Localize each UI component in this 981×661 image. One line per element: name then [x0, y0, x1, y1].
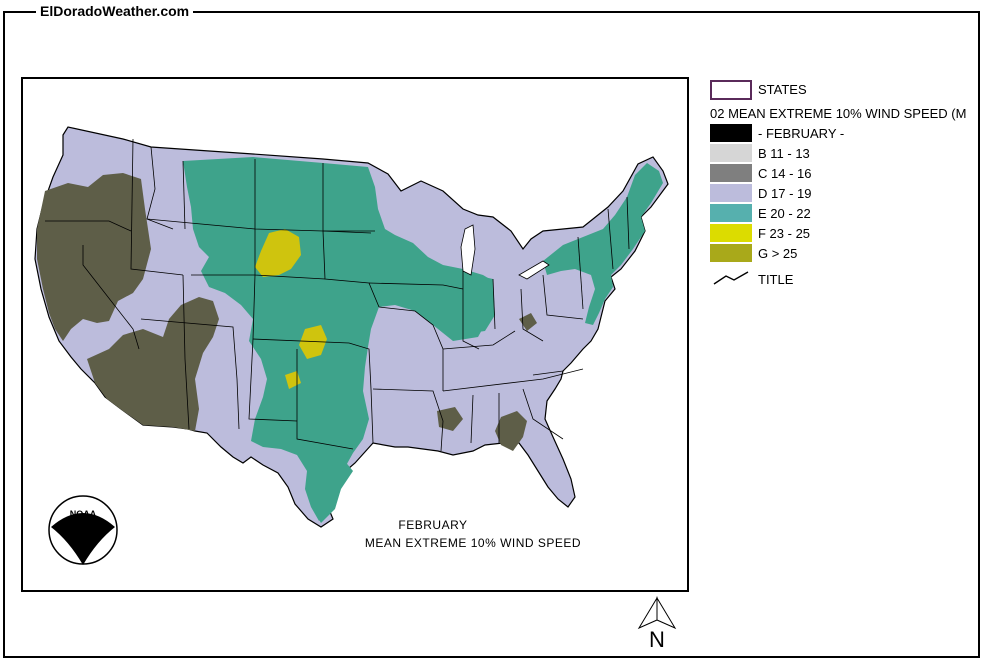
map-caption-title: MEAN EXTREME 10% WIND SPEED [364, 536, 582, 550]
legend-swatch [710, 204, 752, 222]
legend-states-label: STATES [758, 82, 807, 97]
zone-wyoming-high [255, 229, 301, 277]
north-label: N [649, 627, 665, 652]
zone-nv-basin [77, 241, 117, 293]
zone-northern-plains [183, 157, 493, 521]
legend-item-label: G > 25 [758, 246, 798, 261]
map-panel: NOAA FEBRUARY MEAN EXTREME 10% WIND SPEE… [21, 77, 689, 592]
state-boundaries [45, 138, 630, 452]
outer-frame [3, 11, 980, 658]
us-wind-map: NOAA [34, 126, 669, 565]
legend-item-label: D 17 - 19 [758, 186, 812, 201]
zone-northeast [543, 163, 663, 325]
legend-swatch [710, 224, 752, 242]
zone-wv-spot [519, 313, 537, 331]
site-label[interactable]: ElDoradoWeather.com [36, 2, 194, 20]
states-swatch [710, 80, 752, 100]
lake-erie [518, 260, 550, 280]
north-arrow: N [635, 594, 685, 656]
legend-swatch [710, 244, 752, 262]
legend-swatch [710, 124, 752, 142]
zone-southwest [87, 297, 219, 431]
zone-texas-coast [313, 459, 353, 523]
noaa-logo-text: NOAA [70, 509, 97, 519]
legend-title-label: TITLE [758, 272, 794, 287]
legend-item-label: - FEBRUARY - [758, 126, 845, 141]
zone-great-lakes [457, 275, 495, 333]
legend-swatch [710, 184, 752, 202]
north-arrow-icon [637, 596, 677, 630]
title-line-icon [713, 271, 749, 285]
legend: STATES 02 MEAN EXTREME 10% WIND SPEED (M… [708, 78, 981, 293]
legend-item-label: F 23 - 25 [758, 226, 811, 241]
lake-michigan [460, 224, 476, 276]
zone-kansas-high [299, 325, 327, 359]
legend-heading: 02 MEAN EXTREME 10% WIND SPEED (M [710, 106, 967, 121]
legend-item-label: C 14 - 16 [758, 166, 812, 181]
legend-swatch [710, 164, 752, 182]
map-caption-month: FEBRUARY [398, 518, 468, 532]
zone-alabama-spot [437, 407, 463, 431]
legend-swatch [710, 144, 752, 162]
zone-southeast-spot [495, 411, 527, 451]
legend-item-label: E 20 - 22 [758, 206, 811, 221]
legend-item-label: B 11 - 13 [758, 146, 810, 161]
noaa-logo: NOAA [48, 495, 118, 565]
